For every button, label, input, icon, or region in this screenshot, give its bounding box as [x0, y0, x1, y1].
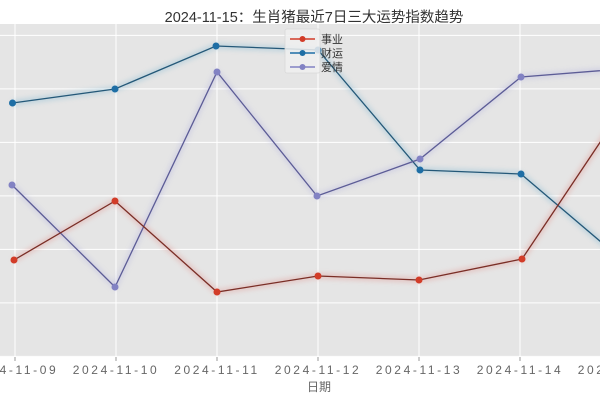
- svg-text:事业: 事业: [321, 33, 343, 46]
- svg-text:2024-11-09: 2024-11-09: [0, 363, 58, 377]
- svg-text:2024-11-14: 2024-11-14: [477, 363, 564, 377]
- svg-text:2024-11-11: 2024-11-11: [174, 363, 260, 377]
- svg-text:2024-11-10: 2024-11-10: [73, 363, 160, 377]
- svg-text:2024-11-13: 2024-11-13: [376, 363, 463, 377]
- svg-text:2024-11-15: 2024-11-15: [578, 363, 600, 377]
- svg-text:爱情: 爱情: [321, 61, 343, 74]
- svg-text:日期: 日期: [307, 380, 331, 394]
- svg-text:财运: 财运: [321, 46, 343, 60]
- svg-text:2024-11-12: 2024-11-12: [275, 363, 362, 377]
